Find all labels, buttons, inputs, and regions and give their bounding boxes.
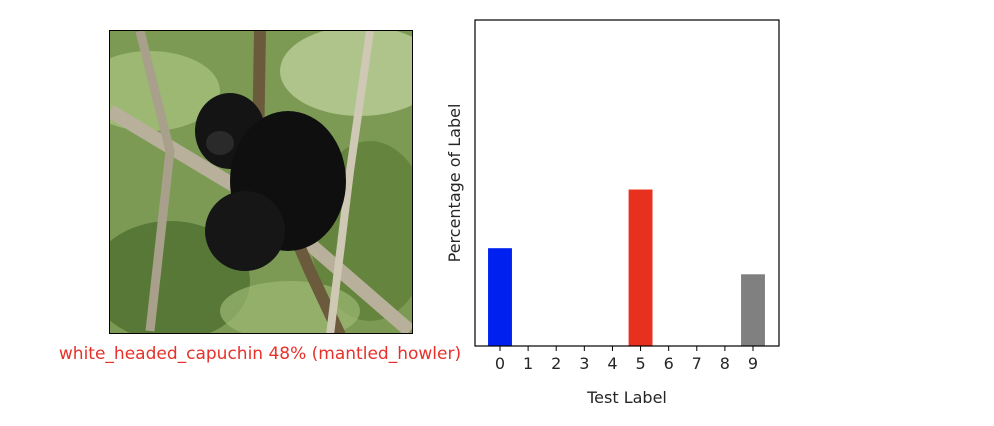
x-axis-label: Test Label xyxy=(586,388,667,407)
bar-0 xyxy=(488,248,512,346)
y-axis-label: Percentage of Label xyxy=(445,104,464,263)
plot-frame xyxy=(474,19,780,347)
x-tick-label-8: 8 xyxy=(720,354,730,373)
x-tick-label-4: 4 xyxy=(607,354,617,373)
prediction-caption: white_headed_capuchin 48% (mantled_howle… xyxy=(58,344,462,364)
x-tick-label-7: 7 xyxy=(692,354,702,373)
bar-5 xyxy=(628,189,653,346)
x-tick-label-6: 6 xyxy=(664,354,674,373)
monkey-photo xyxy=(110,31,412,333)
x-tick-label-0: 0 xyxy=(495,354,505,373)
bar-group xyxy=(488,189,765,346)
x-tick-label-1: 1 xyxy=(523,354,533,373)
photo-panel xyxy=(109,30,413,334)
x-tick-label-2: 2 xyxy=(551,354,561,373)
x-tick-label-5: 5 xyxy=(635,354,645,373)
bar-9 xyxy=(741,274,765,346)
x-tick-label-9: 9 xyxy=(748,354,758,373)
x-tick-label-3: 3 xyxy=(579,354,589,373)
